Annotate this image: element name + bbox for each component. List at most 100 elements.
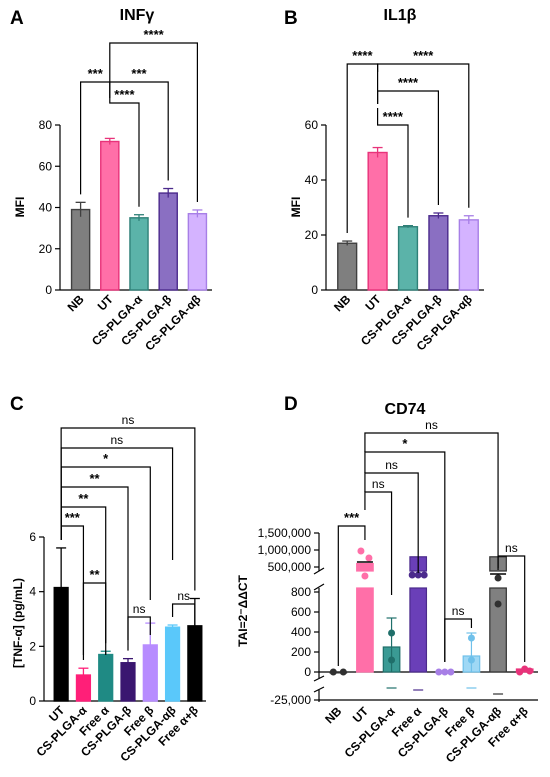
bar [489, 587, 507, 673]
significance-label: ns [452, 604, 465, 618]
bar [164, 626, 181, 702]
significance-bracket [497, 555, 526, 662]
significance-label: *** [344, 510, 360, 525]
data-point [361, 572, 369, 580]
bar [356, 587, 374, 673]
x-category-label: UT [95, 292, 117, 314]
bar [70, 208, 91, 291]
y-tick-label: 40 [39, 201, 53, 215]
y-tick-label: 1,500,000 [258, 526, 312, 540]
significance-bracket [364, 491, 393, 595]
axis-break-mark [313, 567, 325, 575]
data-point [329, 668, 337, 676]
panel-b-title: IL1β [384, 7, 417, 24]
bar [187, 212, 208, 291]
significance-label: *** [65, 510, 81, 525]
significance-bracket [377, 63, 470, 208]
bar [367, 151, 388, 291]
data-point [339, 668, 347, 676]
significance-bracket [364, 432, 499, 568]
significance-label: ns [111, 433, 124, 447]
data-point [408, 571, 416, 579]
y-tick-label: 0 [311, 283, 318, 297]
data-point [420, 571, 428, 579]
panel-letter-d: D [284, 394, 298, 415]
y-tick-label: 200 [291, 645, 311, 659]
significance-label: *** [88, 66, 104, 81]
significance-label: **** [114, 87, 135, 102]
bar [337, 242, 358, 291]
y-tick-label: 400 [291, 625, 311, 639]
data-point [357, 547, 365, 555]
significance-label: **** [413, 48, 434, 63]
x-category-label: NB [65, 292, 87, 314]
significance-bracket [346, 63, 379, 234]
significance-bracket [364, 451, 446, 662]
data-point [494, 574, 502, 582]
significance-bracket [82, 582, 107, 655]
y-tick-label: 600 [291, 605, 311, 619]
significance-label: ns [133, 602, 146, 616]
significance-label: * [103, 451, 109, 466]
y-tick-label: 800 [291, 585, 311, 599]
axis-break-mark [313, 686, 325, 693]
significance-bracket [377, 108, 409, 218]
panel-letter-c: C [10, 394, 24, 415]
data-point [441, 668, 449, 676]
y-tick-label: 0 [45, 283, 52, 297]
y-tick-label: 20 [39, 242, 53, 256]
data-point [447, 668, 455, 676]
bar [356, 562, 374, 572]
significance-label: ns [385, 458, 398, 472]
y-tick-label: -25,000 [270, 693, 311, 707]
bar [458, 219, 479, 291]
panel-letter-b: B [284, 8, 298, 29]
significance-label: **** [398, 75, 419, 90]
significance-bracket [364, 472, 419, 573]
y-tick-label: 40 [305, 173, 319, 187]
data-point [435, 668, 443, 676]
panel-d-chart: -25,000 0 200 400 600 800 500,000 1,000,000 1,50… [258, 418, 538, 766]
significance-bracket [109, 81, 169, 181]
panel-letter-a: A [10, 8, 24, 29]
data-point [526, 667, 534, 675]
y-tick-label: 1,000,000 [258, 543, 312, 557]
significance-label: ** [90, 567, 101, 582]
y-tick-label: 80 [39, 118, 53, 132]
x-category-label: UT [363, 292, 385, 314]
axis-break-mark [313, 675, 325, 682]
y-tick-label: 0 [304, 665, 311, 679]
significance-bracket [109, 42, 198, 202]
significance-bracket [377, 90, 439, 205]
significance-label: ns [372, 477, 385, 491]
bar [100, 140, 120, 291]
panel-a-ylabel: MFI [13, 197, 27, 218]
y-tick-label: 20 [305, 228, 319, 242]
x-category-label: NB [322, 704, 344, 726]
x-category-label: UT [350, 704, 372, 726]
data-point [365, 554, 373, 562]
x-category-label: NB [331, 292, 353, 314]
bar [397, 226, 419, 291]
data-point [414, 571, 422, 579]
significance-label: **** [383, 109, 404, 124]
y-tick-label: 60 [305, 118, 319, 132]
bar [98, 653, 114, 702]
significance-bracket [444, 618, 473, 662]
significance-label: ns [177, 589, 190, 603]
significance-label: ns [425, 418, 438, 432]
significance-label: *** [131, 66, 147, 81]
significance-bracket [337, 525, 366, 666]
axis-break-mark [313, 583, 325, 591]
panel-c-ylabel: [TNF-α] (pg/mL) [11, 578, 25, 668]
bar [158, 192, 178, 291]
panel-b-ylabel: MFI [289, 197, 303, 218]
significance-bracket [171, 603, 196, 625]
significance-bracket [127, 616, 151, 651]
significance-label: ns [505, 541, 518, 555]
panel-d-title: CD74 [385, 401, 426, 418]
